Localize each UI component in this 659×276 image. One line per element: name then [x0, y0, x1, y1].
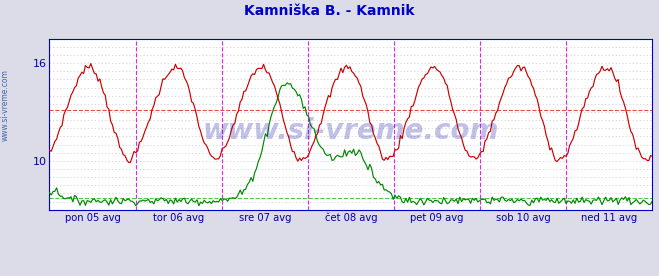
Text: www.si-vreme.com: www.si-vreme.com	[203, 117, 499, 145]
Text: www.si-vreme.com: www.si-vreme.com	[1, 69, 10, 141]
Text: Kamniška B. - Kamnik: Kamniška B. - Kamnik	[244, 4, 415, 18]
